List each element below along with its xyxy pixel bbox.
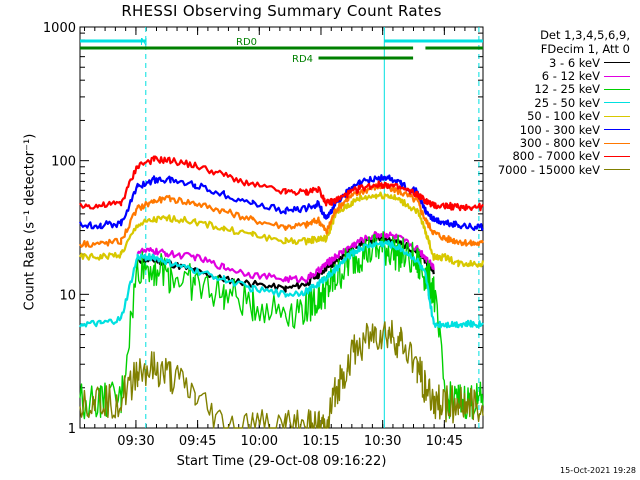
y-tick-label: 1000 — [43, 21, 76, 36]
legend-entry-swatch — [604, 88, 630, 90]
legend-entry-label: 25 - 50 keV — [534, 95, 600, 110]
series-line-12to25keV-keV — [79, 231, 484, 420]
x-tick-label: 09:45 — [179, 434, 216, 449]
legend-entry-swatch — [604, 129, 630, 131]
legend-entry-swatch — [604, 102, 630, 104]
y-tick-label: 10 — [59, 288, 76, 303]
axes-frame — [79, 26, 484, 429]
legend-entry-swatch — [604, 169, 630, 171]
legend-header-line-2: FDecim 1, Att 0 — [540, 42, 630, 56]
series-line-50to100keV-keV — [78, 191, 485, 268]
legend-entry-label: 100 - 300 keV — [519, 122, 600, 137]
series-line-25to50keV-keV — [79, 239, 484, 329]
legend-entry-swatch — [604, 75, 630, 77]
legend-entry: 50 - 100 keV — [482, 109, 638, 124]
legend-entry-label: 12 - 25 keV — [534, 82, 600, 97]
legend-entry: 100 - 300 keV — [482, 122, 638, 137]
legend-entry-swatch — [604, 142, 630, 144]
legend-entry: 6 - 12 keV — [482, 69, 638, 84]
y-tick-label: 1 — [68, 422, 76, 437]
legend-entry-label: 3 - 6 keV — [549, 55, 600, 70]
legend-entry-swatch — [604, 155, 630, 157]
state-bar-label: RD0 — [236, 37, 257, 48]
series-line-300to800keV-keV — [79, 182, 484, 248]
series-line-100to300keV-keV — [79, 174, 484, 231]
state-bar-label: N — [140, 37, 147, 48]
legend-entry-label: 6 - 12 keV — [541, 69, 600, 84]
legend-entry: 12 - 25 keV — [482, 82, 638, 97]
legend-entry-swatch — [604, 115, 630, 117]
legend-entry-label: 7000 - 15000 keV — [497, 162, 600, 177]
legend-entry: 800 - 7000 keV — [482, 149, 638, 164]
x-tick-label: 10:45 — [426, 434, 463, 449]
series-line-800to7000keV-keV — [79, 155, 484, 212]
x-axis-label: Start Time (29-Oct-08 09:16:22) — [176, 454, 387, 469]
x-tick-label: 10:15 — [302, 434, 339, 449]
legend-entry-label: 300 - 800 keV — [519, 136, 600, 151]
x-tick-label: 10:30 — [364, 434, 401, 449]
series-line-7000to15000keV-keV — [79, 319, 484, 429]
legend-entry: 300 - 800 keV — [482, 136, 638, 151]
legend-entry-label: 50 - 100 keV — [527, 109, 600, 124]
legend-entry: 7000 - 15000 keV — [482, 162, 638, 177]
legend-entry-label: 800 - 7000 keV — [512, 149, 600, 164]
series-line-6to12keV-keV — [136, 231, 435, 284]
legend-entry-swatch — [604, 62, 630, 64]
y-tick-label: 100 — [51, 155, 76, 170]
legend: Det 1,3,4,5,6,9, FDecim 1, Att 0 3 - 6 k… — [482, 28, 638, 177]
legend-entry: 3 - 6 keV — [482, 55, 638, 70]
legend-entry: 25 - 50 keV — [482, 95, 638, 110]
x-tick-label: 09:30 — [117, 434, 154, 449]
x-tick-label: 10:00 — [241, 434, 278, 449]
legend-header-line-1: Det 1,3,4,5,6,9, — [540, 28, 630, 42]
state-bar-label: RD4 — [292, 54, 313, 65]
y-axis-label: Count Rate (s⁻¹ detector⁻¹) — [22, 133, 38, 311]
chart-title: RHESSI Observing Summary Count Rates — [121, 2, 442, 20]
generation-timestamp: 15-Oct-2021 19:28 — [560, 466, 636, 475]
